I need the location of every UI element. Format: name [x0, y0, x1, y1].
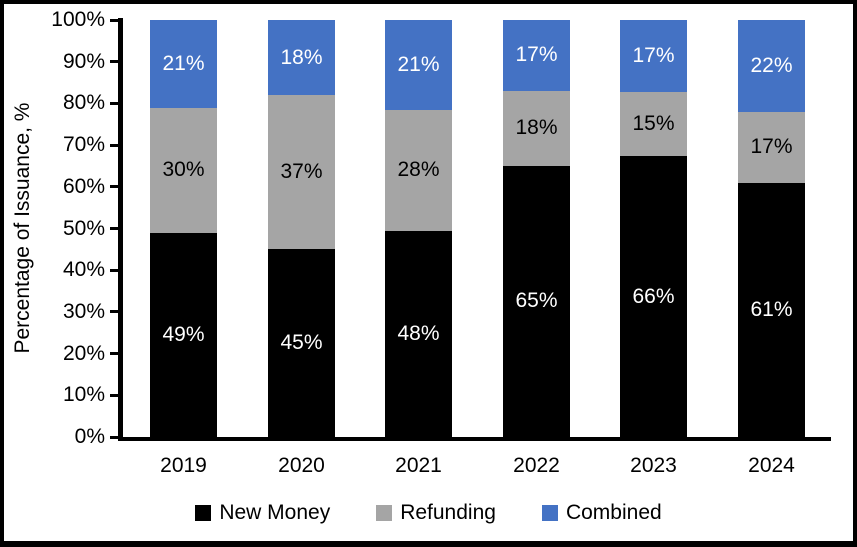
bar-segment-new-money: 61%: [738, 182, 805, 437]
x-axis-category-label: 2021: [395, 454, 442, 477]
x-axis-category-label: 2019: [160, 454, 207, 477]
bar-segment-refunding: 18%: [503, 90, 570, 166]
data-label: 45%: [280, 331, 323, 355]
y-axis-tick-label: 30%: [62, 299, 105, 323]
y-axis-tick-label: 0%: [74, 425, 105, 448]
legend-item-refunding: Refunding: [376, 501, 496, 525]
legend-swatch-icon: [541, 505, 558, 521]
y-axis-tick-label: 20%: [62, 341, 105, 365]
y-axis-tick-label: 40%: [62, 258, 105, 282]
data-label: 18%: [515, 116, 558, 140]
bar-segment-combined: 17%: [503, 20, 570, 91]
data-label: 37%: [280, 160, 323, 184]
bar-segment-combined: 21%: [150, 20, 217, 108]
x-axis-category-label: 2022: [513, 454, 560, 477]
bar-segment-combined: 22%: [738, 20, 805, 112]
legend-label: Refunding: [400, 501, 496, 524]
bar-segment-combined: 21%: [385, 20, 452, 111]
data-label: 17%: [750, 135, 793, 159]
y-axis-tick-label: 80%: [62, 91, 105, 115]
bar-segment-refunding: 37%: [268, 95, 335, 250]
y-axis-tick-label: 90%: [62, 49, 105, 73]
data-label: 22%: [750, 53, 793, 77]
bar-segment-new-money: 65%: [503, 165, 570, 437]
data-label: 18%: [280, 45, 323, 69]
bar-segment-new-money: 49%: [150, 232, 217, 437]
x-axis-category-label: 2020: [278, 454, 325, 477]
y-axis-tick-label: 70%: [62, 133, 105, 157]
y-axis-tick: [110, 352, 118, 356]
legend: New Money Refunding Combined: [4, 501, 853, 525]
legend-item-combined: Combined: [541, 501, 662, 525]
data-label: 17%: [632, 44, 675, 68]
bar-segment-combined: 18%: [268, 20, 335, 96]
data-label: 61%: [750, 297, 793, 321]
y-axis-tick: [110, 18, 118, 22]
bar-segment-refunding: 30%: [150, 107, 217, 233]
x-axis-line: [118, 437, 831, 441]
legend-swatch-icon: [376, 505, 393, 521]
x-axis-category-label: 2024: [748, 454, 795, 477]
y-axis-tick: [110, 227, 118, 230]
bar-segment-refunding: 17%: [738, 111, 805, 183]
data-label: 49%: [162, 322, 205, 346]
y-axis-tick: [110, 185, 118, 189]
data-label: 21%: [162, 51, 205, 75]
data-label: 30%: [162, 158, 205, 182]
y-axis-tick: [110, 268, 118, 272]
y-axis-tick: [110, 393, 118, 397]
data-label: 65%: [515, 289, 558, 313]
y-axis-tick: [110, 101, 118, 105]
x-axis-category-label: 2023: [630, 454, 677, 477]
legend-label: Combined: [565, 501, 662, 524]
y-axis-tick: [110, 60, 118, 64]
y-axis-tick: [110, 310, 118, 314]
y-axis-tick: [110, 143, 118, 147]
y-axis-tick-label: 100%: [51, 8, 105, 31]
bar-segment-new-money: 48%: [385, 230, 452, 437]
data-label: 17%: [515, 43, 558, 67]
bar-segment-new-money: 45%: [268, 249, 335, 437]
data-label: 48%: [397, 321, 440, 345]
y-axis-line: [118, 18, 123, 441]
y-axis-tick-label: 50%: [62, 216, 105, 240]
data-label: 21%: [397, 53, 440, 77]
bar-segment-new-money: 66%: [620, 156, 687, 437]
y-axis-tick-label: 10%: [62, 383, 105, 407]
bar-segment-refunding: 28%: [385, 110, 452, 231]
legend-label: New Money: [219, 501, 331, 524]
data-label: 28%: [397, 158, 440, 182]
data-label: 15%: [632, 112, 675, 136]
bar-segment-refunding: 15%: [620, 92, 687, 157]
legend-item-new-money: New Money: [195, 501, 330, 525]
y-axis-tick: [110, 435, 118, 439]
data-label: 66%: [632, 284, 675, 308]
legend-swatch-icon: [195, 505, 212, 521]
y-axis-tick-label: 60%: [62, 174, 105, 198]
bar-segment-combined: 17%: [620, 20, 687, 93]
